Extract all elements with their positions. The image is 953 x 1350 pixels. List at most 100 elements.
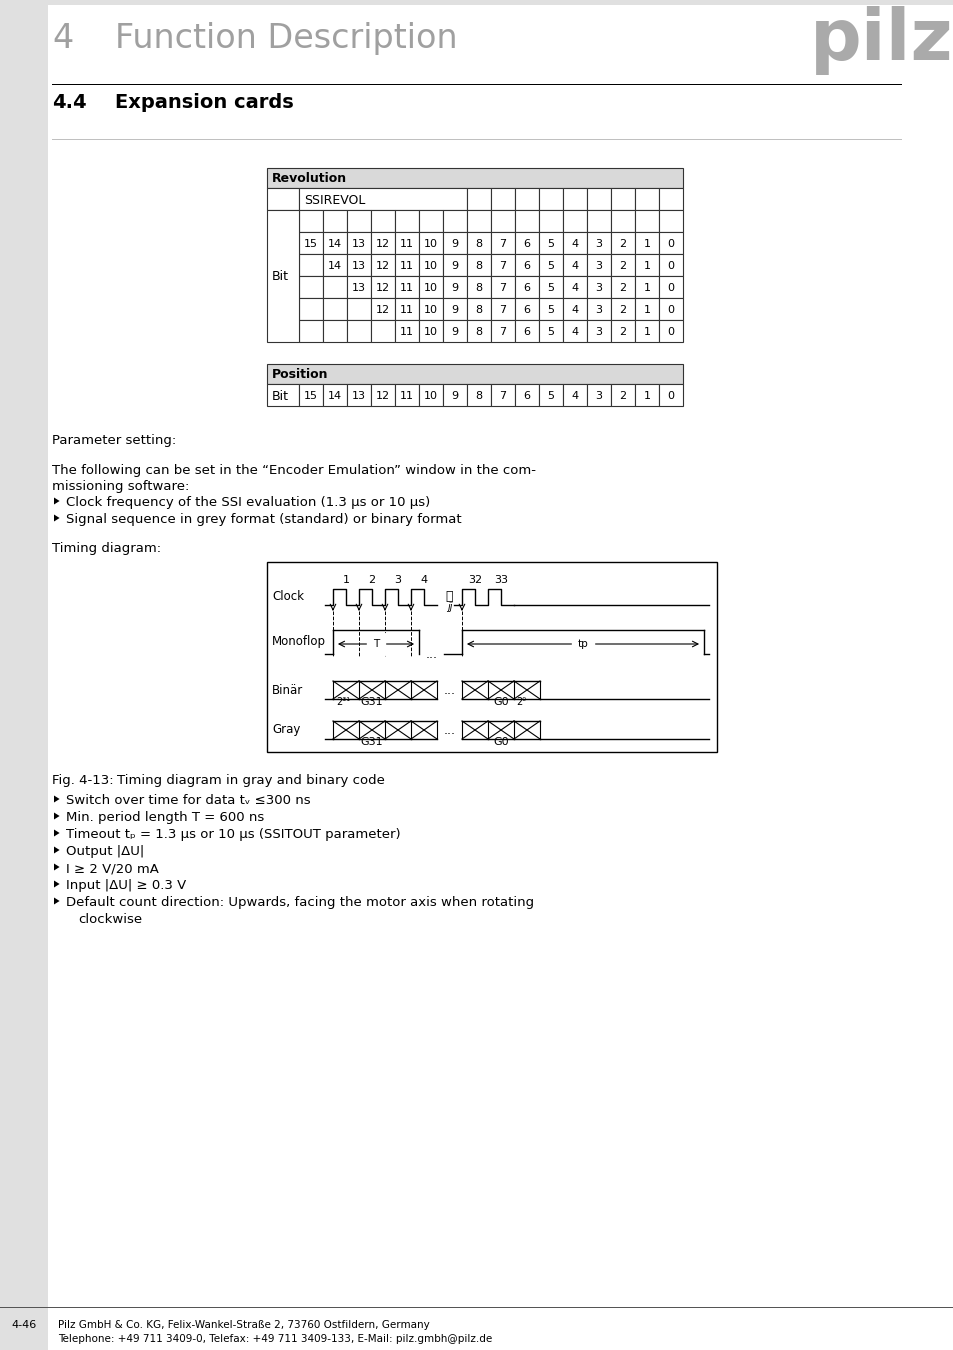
Bar xyxy=(635,275,659,298)
Text: 1: 1 xyxy=(643,239,650,248)
Bar xyxy=(298,232,323,254)
Bar xyxy=(491,254,515,275)
Text: SSIREVOL: SSIREVOL xyxy=(304,193,365,207)
Bar xyxy=(371,232,395,254)
Text: 4: 4 xyxy=(420,575,427,585)
Bar xyxy=(538,320,562,342)
Bar xyxy=(610,232,635,254)
Bar xyxy=(298,188,467,211)
Text: Output |ΔU|: Output |ΔU| xyxy=(66,845,144,859)
Text: 9: 9 xyxy=(451,261,458,271)
Bar xyxy=(418,211,442,232)
Bar xyxy=(418,298,442,320)
Bar xyxy=(610,211,635,232)
Bar xyxy=(323,383,347,406)
Text: 12: 12 xyxy=(375,305,390,315)
Text: 9: 9 xyxy=(451,305,458,315)
Text: 2: 2 xyxy=(618,327,626,338)
Text: 2: 2 xyxy=(618,239,626,248)
Text: 13: 13 xyxy=(352,284,366,293)
Text: 11: 11 xyxy=(399,327,414,338)
Text: 4.4: 4.4 xyxy=(52,93,87,112)
Text: missioning software:: missioning software: xyxy=(52,481,190,493)
Bar xyxy=(659,298,682,320)
Bar xyxy=(467,188,491,211)
Bar xyxy=(371,275,395,298)
Bar xyxy=(586,254,610,275)
Bar xyxy=(267,188,298,211)
Text: 0: 0 xyxy=(667,239,674,248)
Bar xyxy=(586,275,610,298)
Bar xyxy=(659,254,682,275)
Text: 1: 1 xyxy=(643,305,650,315)
Text: 4: 4 xyxy=(571,261,578,271)
Bar xyxy=(538,275,562,298)
Bar xyxy=(610,383,635,406)
Text: Timing diagram in gray and binary code: Timing diagram in gray and binary code xyxy=(117,774,384,787)
Text: Min. period length T = 600 ns: Min. period length T = 600 ns xyxy=(66,811,264,824)
Bar xyxy=(298,254,323,275)
Text: 12: 12 xyxy=(375,239,390,248)
Text: Clock frequency of the SSI evaluation (1.3 μs or 10 μs): Clock frequency of the SSI evaluation (1… xyxy=(66,495,430,509)
Text: Function Description: Function Description xyxy=(115,22,457,55)
Text: 12: 12 xyxy=(375,284,390,293)
Text: 11: 11 xyxy=(399,261,414,271)
Text: Bit: Bit xyxy=(272,270,289,284)
Bar xyxy=(491,275,515,298)
Bar xyxy=(442,232,467,254)
Bar xyxy=(323,320,347,342)
Bar xyxy=(418,383,442,406)
Text: 7: 7 xyxy=(499,261,506,271)
Bar xyxy=(347,254,371,275)
Bar xyxy=(635,211,659,232)
Bar xyxy=(659,232,682,254)
Bar xyxy=(395,275,418,298)
Bar xyxy=(562,320,586,342)
Text: 6: 6 xyxy=(523,327,530,338)
Text: 7: 7 xyxy=(499,327,506,338)
Polygon shape xyxy=(54,846,59,853)
Bar xyxy=(298,211,323,232)
Bar xyxy=(515,232,538,254)
Text: 11: 11 xyxy=(399,392,414,401)
Bar xyxy=(659,188,682,211)
Bar xyxy=(442,320,467,342)
Bar xyxy=(467,254,491,275)
Bar xyxy=(371,254,395,275)
Text: 5: 5 xyxy=(547,305,554,315)
Bar xyxy=(347,383,371,406)
Text: 10: 10 xyxy=(423,392,437,401)
Bar xyxy=(467,298,491,320)
Text: G0: G0 xyxy=(493,697,508,707)
Bar xyxy=(635,320,659,342)
Text: 3: 3 xyxy=(595,392,602,401)
Text: Fig. 4-13:: Fig. 4-13: xyxy=(52,774,113,787)
Bar xyxy=(562,298,586,320)
Bar xyxy=(395,320,418,342)
Bar xyxy=(491,232,515,254)
Text: 32: 32 xyxy=(468,575,481,585)
Bar xyxy=(515,320,538,342)
Text: The following can be set in the “Encoder Emulation” window in the com-: The following can be set in the “Encoder… xyxy=(52,464,536,477)
Bar xyxy=(298,320,323,342)
Bar xyxy=(538,211,562,232)
Bar xyxy=(442,298,467,320)
Bar xyxy=(491,383,515,406)
Bar xyxy=(659,320,682,342)
Text: 3: 3 xyxy=(395,575,401,585)
Bar xyxy=(586,211,610,232)
Text: 9: 9 xyxy=(451,284,458,293)
Text: Gray: Gray xyxy=(272,724,300,737)
Text: 9: 9 xyxy=(451,327,458,338)
Bar xyxy=(586,188,610,211)
Polygon shape xyxy=(54,813,59,819)
Text: 11: 11 xyxy=(399,305,414,315)
Text: 2⁰: 2⁰ xyxy=(516,697,525,707)
Polygon shape xyxy=(54,795,59,802)
Text: 15: 15 xyxy=(304,392,317,401)
Text: 8: 8 xyxy=(475,392,482,401)
Text: 6: 6 xyxy=(523,239,530,248)
Text: 1: 1 xyxy=(643,284,650,293)
Text: 7: 7 xyxy=(499,239,506,248)
Bar xyxy=(467,232,491,254)
